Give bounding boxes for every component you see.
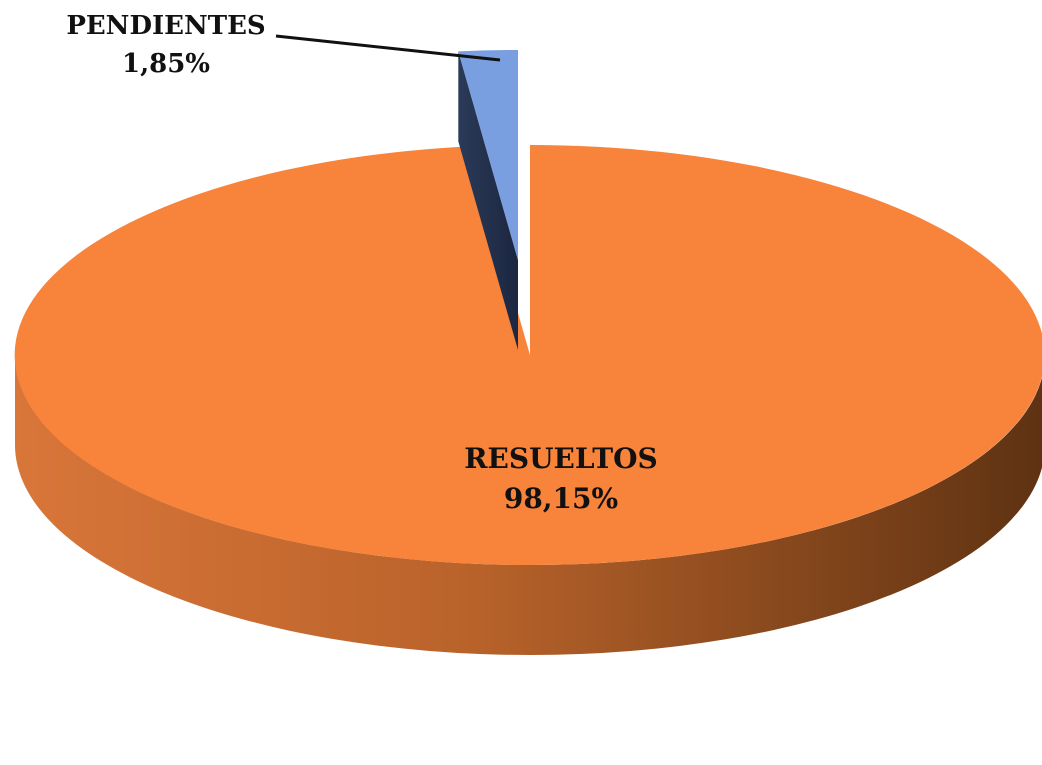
slice-resueltos bbox=[14, 145, 1042, 565]
leader-line-pendientes bbox=[275, 34, 501, 62]
slice-side-resueltos bbox=[15, 355, 1042, 655]
data-label-resueltos-name: RESUELTOS bbox=[464, 442, 657, 475]
data-label-pendientes-value: 1,85% bbox=[122, 49, 210, 79]
data-label-resueltos-value: 98,15% bbox=[504, 482, 618, 515]
slice-pendientes bbox=[458, 49, 518, 261]
slice-side-pendientes bbox=[458, 51, 518, 351]
data-label-pendientes-name: PENDIENTES bbox=[66, 11, 265, 41]
